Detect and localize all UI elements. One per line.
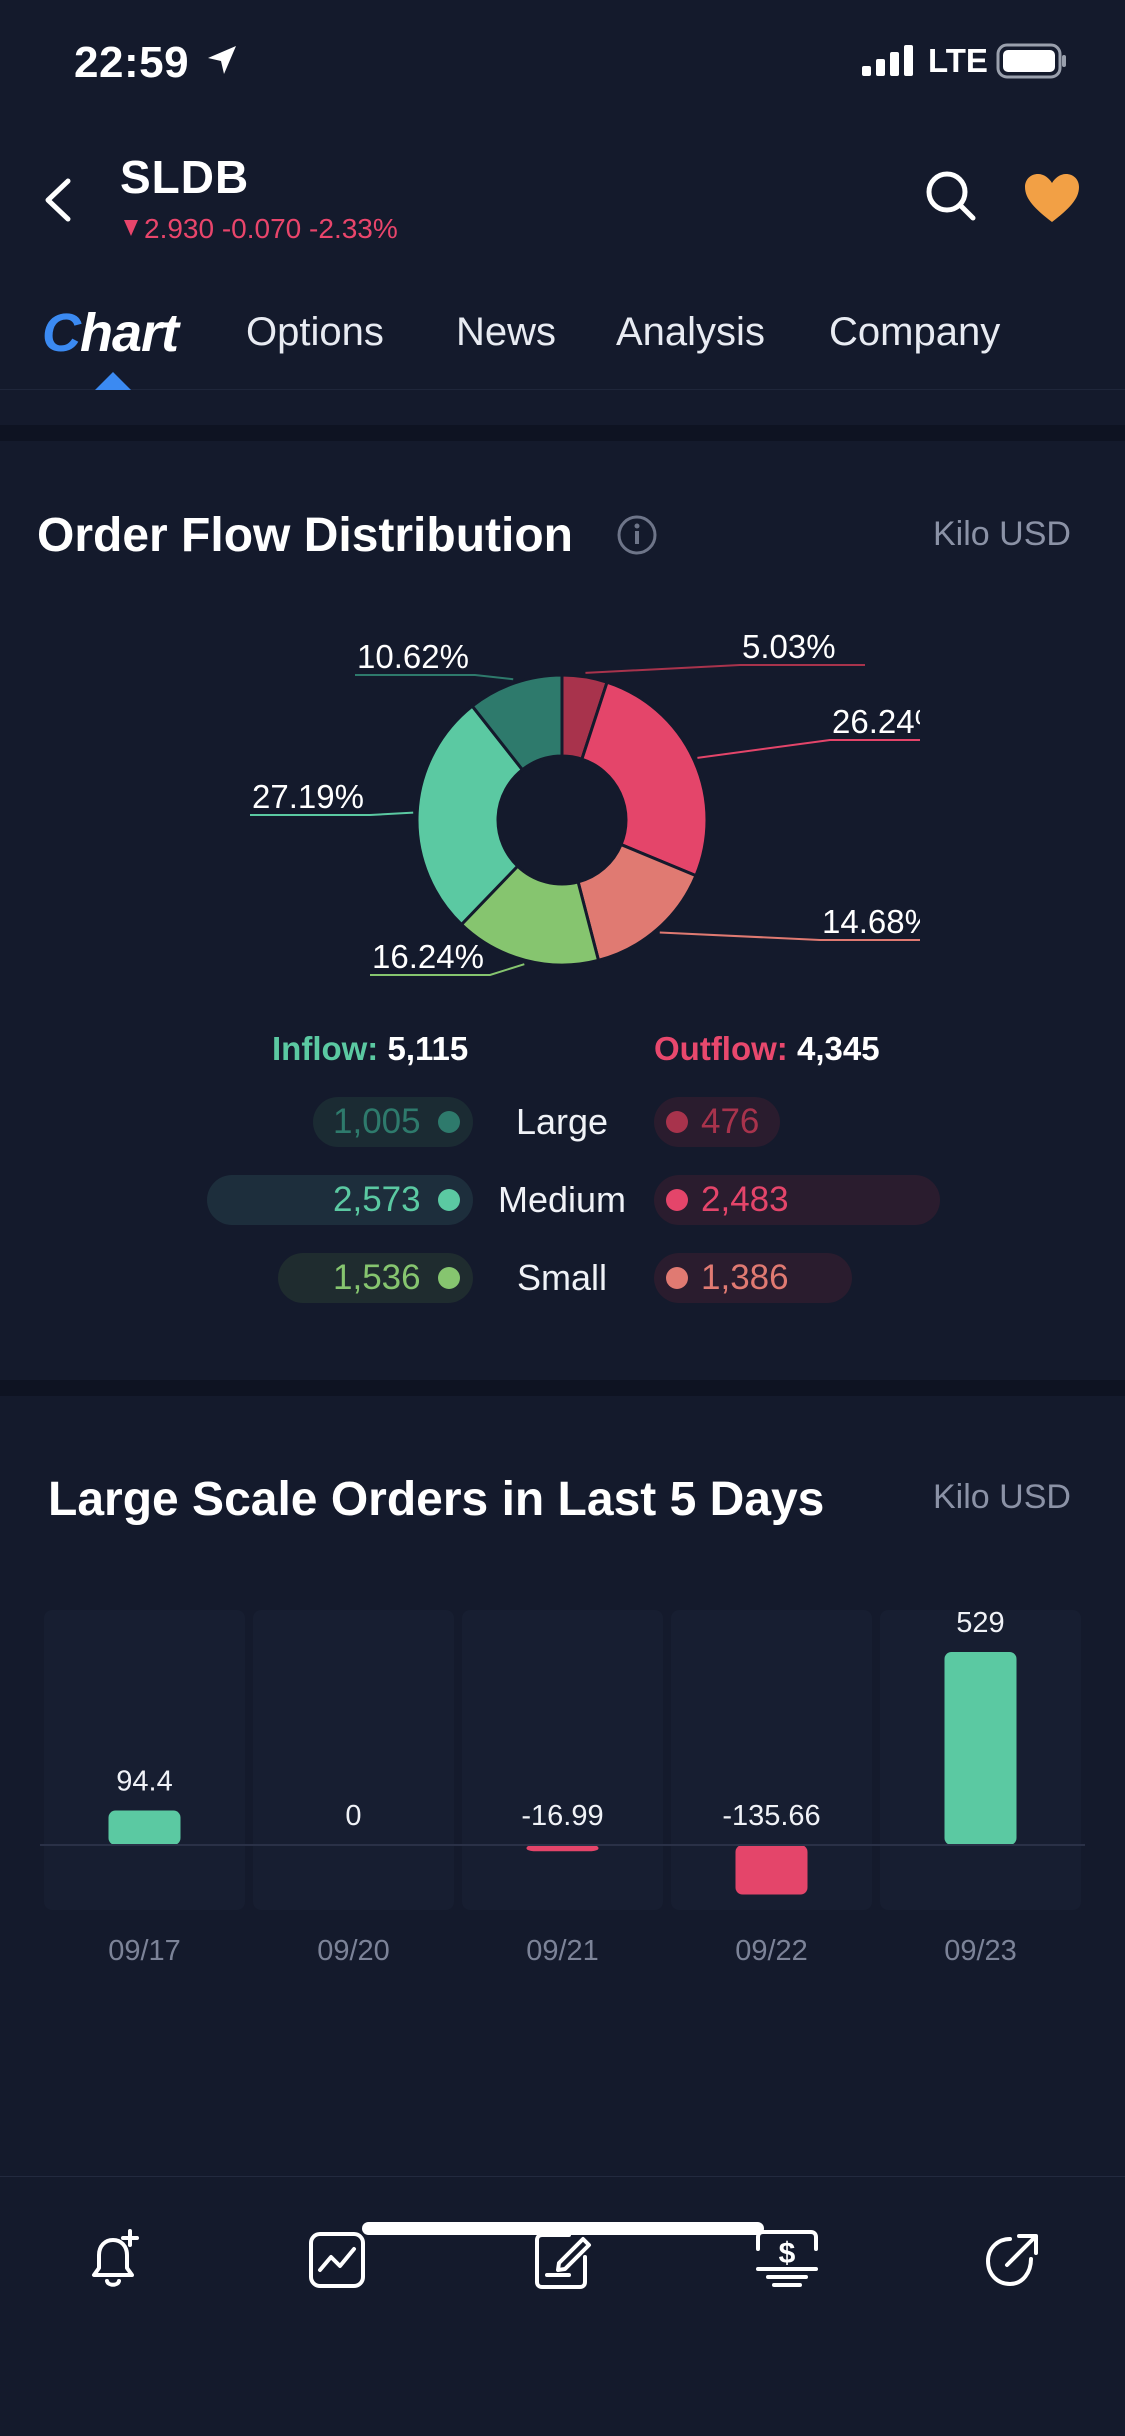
stock-symbol: SLDB <box>120 151 250 203</box>
location-arrow-icon <box>208 46 236 74</box>
bar-column-bg-3 <box>462 1610 663 1910</box>
small-inflow-dot <box>438 1267 460 1289</box>
donut-label-4: 16.24% <box>372 938 484 975</box>
home-indicator <box>362 2222 764 2235</box>
status-time: 22:59 <box>74 38 190 87</box>
stock-price: 2.930 <box>144 213 215 244</box>
medium-inflow-value: 2,573 <box>333 1180 421 1219</box>
donut-label-1: 5.03% <box>742 628 836 665</box>
tab-indicator <box>95 372 131 390</box>
tab-options[interactable]: Options <box>246 310 384 354</box>
bar-value-label-2: 0 <box>345 1800 361 1832</box>
medium-outflow-value: 2,483 <box>701 1180 789 1219</box>
note-edit-icon[interactable] <box>529 2227 595 2293</box>
donut-leader-line-4 <box>370 963 525 976</box>
bar-value-label-5: 529 <box>956 1607 1004 1639</box>
donut-leader-line-3 <box>659 931 920 941</box>
outflow-label: Outflow: <box>654 1030 788 1067</box>
tab-company[interactable]: Company <box>829 310 1001 354</box>
large-outflow-dot <box>666 1111 688 1133</box>
bar-09-23 <box>944 1652 1017 1845</box>
bar-value-label-4: -135.66 <box>722 1800 820 1832</box>
order-flow-title: Order Flow Distribution <box>37 509 573 562</box>
outflow-summary: Outflow: 4,345 <box>654 1030 880 1068</box>
bar-09-17 <box>108 1810 181 1845</box>
large-orders-unit: Kilo USD <box>933 1478 1071 1516</box>
bar-category-label-3: 09/21 <box>526 1935 599 1967</box>
bar-column-bg-1 <box>44 1610 245 1910</box>
inflow-value: 5,115 <box>387 1030 469 1067</box>
stock-change: -0.070 <box>221 213 302 244</box>
donut-leader-line-2 <box>697 739 920 759</box>
bar-value-label-3: -16.99 <box>521 1800 603 1832</box>
donut-slice-2 <box>580 680 709 878</box>
inflow-label: Inflow: <box>272 1030 379 1067</box>
stock-change-pct: -2.33% <box>309 213 398 244</box>
outflow-value: 4,345 <box>796 1030 880 1067</box>
section-divider <box>0 1380 1125 1396</box>
row-label-medium: Medium <box>497 1179 627 1220</box>
bar-category-label-4: 09/22 <box>735 1935 808 1967</box>
donut-label-6: 10.62% <box>357 638 469 675</box>
tab-news[interactable]: News <box>456 310 557 354</box>
small-outflow-value: 1,386 <box>701 1258 789 1297</box>
search-icon[interactable] <box>923 168 979 224</box>
bell-plus-icon[interactable] <box>80 2227 146 2293</box>
order-flow-donut-chart: 5.03% 26.24% 14.68% 16.24% 27.19% 10.62% <box>250 628 920 976</box>
bottom-toolbar: $ <box>0 2176 1125 2436</box>
small-outflow-dot <box>666 1267 688 1289</box>
large-orders-title: Large Scale Orders in Last 5 Days <box>48 1473 825 1526</box>
down-triangle-icon <box>124 220 138 236</box>
large-outflow-value: 476 <box>701 1102 760 1141</box>
svg-text:$: $ <box>779 2237 796 2270</box>
bar-category-label-5: 09/23 <box>944 1935 1017 1967</box>
large-orders-bar-chart: 94.4 09/17 0 09/20 -16.99 09/21 -135.66 09/22 52… <box>40 1607 1085 1967</box>
donut-slice-6 <box>470 673 564 772</box>
heart-icon[interactable] <box>1023 172 1081 224</box>
inflow-summary: Inflow: 5,115 <box>272 1030 468 1068</box>
bar-value-label-1: 94.4 <box>116 1766 172 1798</box>
medium-inflow-pill <box>207 1175 473 1225</box>
medium-outflow-dot <box>666 1189 688 1211</box>
bar-column-bg-4 <box>671 1610 872 1910</box>
donut-leader-line-6 <box>355 674 514 681</box>
chart-line-icon[interactable] <box>304 2227 370 2293</box>
bar-category-label-1: 09/17 <box>108 1935 181 1967</box>
donut-leader-line-5 <box>250 811 414 816</box>
bar-column-bg-2 <box>253 1610 454 1910</box>
donut-label-3: 14.68% <box>822 903 920 940</box>
dollar-trade-icon[interactable]: $ <box>754 2227 820 2293</box>
donut-leader-line-1 <box>585 664 865 674</box>
donut-label-2: 26.24% <box>832 703 920 740</box>
back-chevron-icon[interactable] <box>36 167 80 233</box>
tab-bar: Chart Options News Analysis Company <box>0 280 1125 390</box>
battery-icon <box>996 43 1066 79</box>
medium-inflow-dot <box>438 1189 460 1211</box>
order-flow-unit: Kilo USD <box>933 515 1071 553</box>
signal-icon <box>862 45 913 76</box>
stock-header: SLDB 2.930 -0.070 -2.33% <box>0 125 1125 265</box>
large-inflow-dot <box>438 1111 460 1133</box>
share-icon[interactable] <box>979 2227 1045 2293</box>
network-label: LTE <box>928 42 988 79</box>
bar-category-label-2: 09/20 <box>317 1935 390 1967</box>
donut-slice-3 <box>576 842 698 963</box>
donut-slice-5 <box>415 703 525 927</box>
large-inflow-value: 1,005 <box>333 1102 421 1141</box>
info-icon[interactable] <box>616 514 658 556</box>
tab-chart[interactable]: Chart <box>42 303 179 363</box>
small-inflow-value: 1,536 <box>333 1258 421 1297</box>
stock-quote: 2.930 -0.070 -2.33% <box>124 213 398 245</box>
donut-label-5: 27.19% <box>252 778 364 815</box>
bar-09-22 <box>735 1845 808 1895</box>
tab-analysis[interactable]: Analysis <box>616 310 765 354</box>
row-label-large: Large <box>515 1101 609 1142</box>
medium-outflow-pill <box>654 1175 940 1225</box>
section-divider <box>0 425 1125 441</box>
row-label-small: Small <box>516 1257 608 1298</box>
status-bar: 22:59 LTE <box>0 0 1125 125</box>
bar-09-21 <box>526 1845 599 1852</box>
